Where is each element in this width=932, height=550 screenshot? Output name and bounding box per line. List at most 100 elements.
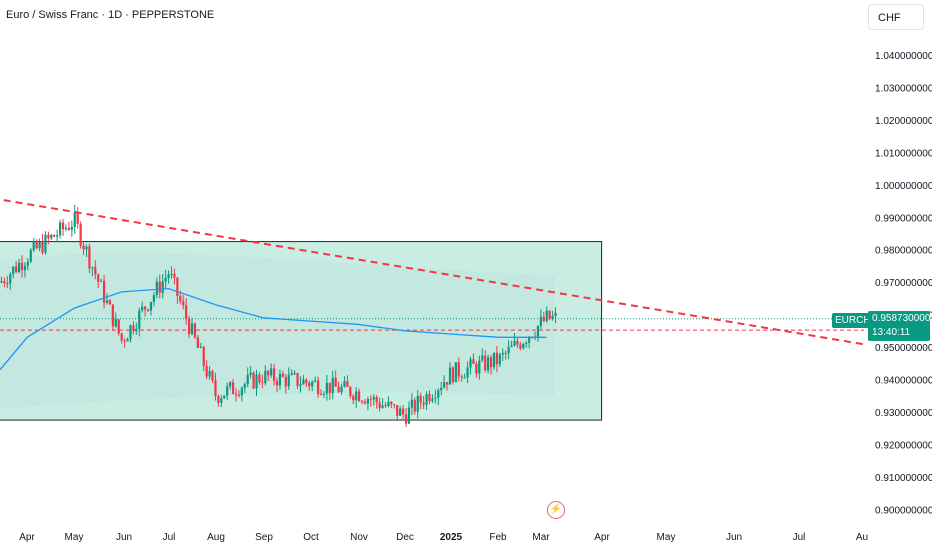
candle-body [102,280,106,303]
candle-body [152,295,156,302]
x-tick-label: May [65,532,84,543]
candle-body [498,354,501,365]
candle-body [23,265,27,270]
candle-body [431,398,434,402]
candle-body [360,401,364,403]
candle-body [32,241,35,251]
y-tick-label: 0.980000000 [875,246,932,257]
candle-body [539,316,542,326]
candle-body [302,379,305,385]
candle-body [434,397,437,399]
y-tick-label: 1.040000000 [875,51,932,62]
candle-body [246,375,249,385]
candle-body [149,301,153,311]
x-tick-label: Jun [726,532,742,543]
candle-body [179,295,182,302]
candle-body [264,370,267,384]
candle-body [316,380,320,395]
candle-body [410,399,413,408]
candle-body [182,301,185,306]
candle-body [443,382,446,388]
candle-body [290,373,293,375]
x-tick-label: Aug [207,532,225,543]
candle-body [487,357,490,371]
x-tick-label: Sep [255,532,273,543]
candle-body [358,391,361,402]
candle-body [381,405,384,408]
flash-icon[interactable]: ⚡ [547,501,565,519]
y-tick-label: 0.950000000 [875,343,932,354]
candle-body [507,346,510,354]
candle-body [510,345,513,347]
candle-body [187,318,191,335]
price-tag: 0.958730000 13:40:11 [868,311,930,341]
x-tick-label: Feb [489,532,507,543]
candle-body [164,277,167,282]
candle-body [422,402,425,405]
candle-body [12,266,15,275]
candle-body [390,401,393,405]
candle-body [114,319,117,327]
candle-body [97,274,100,282]
candle-body [135,328,138,332]
candle-body [237,394,241,396]
candle-body [448,367,452,385]
candle-body [199,347,202,349]
x-tick-label: Au [856,532,868,543]
candle-body [105,300,109,303]
candle-body [378,402,381,408]
x-axis-labels: Apr May Jun Jul Aug Sep Oct Nov Dec 2025 Feb Mar Apr… [19,532,868,543]
candle-body [17,262,21,273]
y-tick-label: 0.930000000 [875,408,932,419]
descending-trendline [0,198,865,346]
candle-body [129,325,132,340]
candle-body [211,371,214,381]
candle-body [53,234,56,237]
candle-body [413,399,416,412]
candle-body [91,267,94,269]
candle-body [437,390,440,398]
candle-body [293,373,296,375]
candle-body [319,394,323,396]
candle-body [513,341,516,346]
candle-body [26,261,29,266]
candle-body [108,300,112,305]
candle-body [120,333,123,341]
currency-button[interactable]: CHF [868,4,924,30]
candle-body [349,386,352,396]
candle-body [67,227,70,230]
candle-body [29,250,32,262]
y-tick-label: 0.900000000 [875,505,932,516]
candle-body [399,408,402,416]
candle-body [202,347,205,366]
candle-body [375,396,378,403]
candle-body [58,222,62,236]
y-tick-label: 1.020000000 [875,116,932,127]
y-tick-label: 0.990000000 [875,213,932,224]
candle-body [226,386,229,396]
candle-body [404,414,408,424]
candle-body [554,313,557,317]
candle-body [372,396,375,400]
candles [0,204,557,427]
candle-body [484,355,487,371]
candle-body [38,241,41,249]
candle-body [252,372,255,389]
candle-body [273,368,276,381]
x-tick-label: Jun [116,532,132,543]
candle-body [117,319,120,334]
x-tick-label: Oct [303,532,319,543]
candle-body [9,274,12,284]
candle-body [170,273,173,275]
candle-body [542,316,545,321]
candle-body [144,306,147,310]
candle-body [516,341,519,345]
candle-body [419,395,422,403]
candle-body [308,382,311,387]
candle-body [454,362,457,383]
candle-body [155,281,158,296]
y-tick-label: 1.000000000 [875,181,932,192]
y-tick-label: 1.030000000 [875,83,932,94]
candle-body [463,377,466,379]
